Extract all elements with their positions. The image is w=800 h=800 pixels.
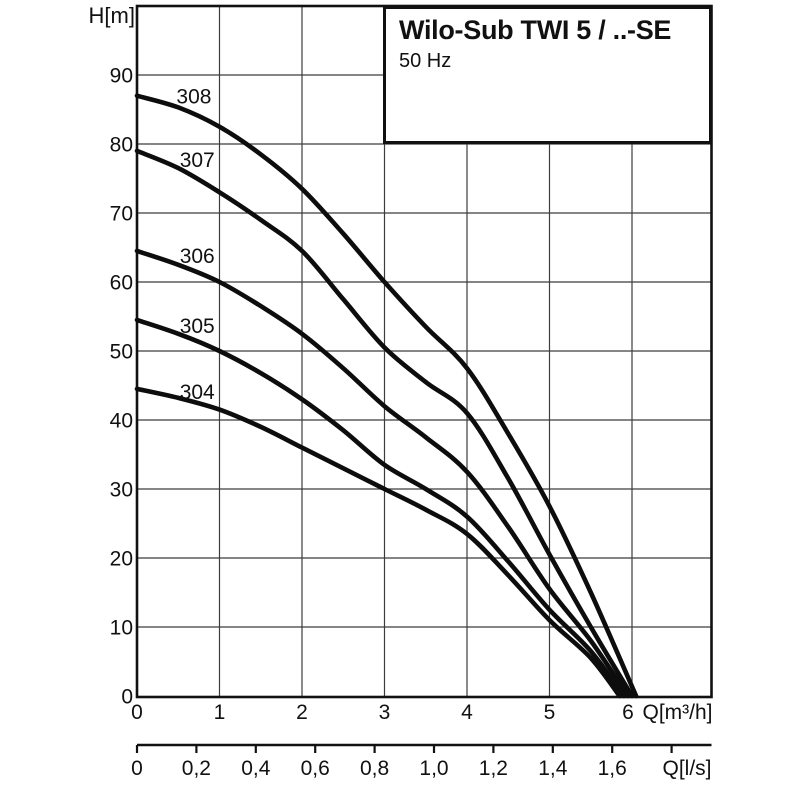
ls-tick-label: 1,4 xyxy=(538,757,568,780)
curve-307 xyxy=(134,148,635,699)
y-tick-label: 10 xyxy=(110,617,133,640)
ls-tick-label: 0 xyxy=(131,757,143,780)
curve-label-306: 306 xyxy=(180,245,215,268)
y-tick-label: 20 xyxy=(110,548,133,571)
curve-label-304: 304 xyxy=(180,381,215,404)
y-tick-label: 40 xyxy=(110,410,133,433)
title-box: Wilo-Sub TWI 5 / ..-SE 50 Hz xyxy=(383,6,712,144)
x-tick-label: 2 xyxy=(296,701,308,724)
curve-305 xyxy=(134,317,627,699)
ls-tick-label: 0,2 xyxy=(182,757,211,780)
curve-label-308: 308 xyxy=(176,86,211,109)
secondary-axis-unit-label: Q[l/s] xyxy=(662,757,711,780)
y-tick-label: 90 xyxy=(110,65,133,88)
y-tick-label: 50 xyxy=(110,341,133,364)
ls-tick-label: 1,2 xyxy=(479,757,508,780)
x-tick-label: 4 xyxy=(461,701,473,724)
ls-tick-label: 0,4 xyxy=(241,757,271,780)
x-tick-label: 3 xyxy=(379,701,391,724)
chart-subtitle: 50 Hz xyxy=(399,50,452,72)
y-tick-label: 0 xyxy=(121,686,133,709)
curve-304 xyxy=(134,386,622,699)
curve-306 xyxy=(134,248,631,699)
x-tick-label: 6 xyxy=(622,701,634,724)
y-tick-label: 60 xyxy=(110,272,133,295)
ls-tick-label: 0,8 xyxy=(360,757,389,780)
y-tick-label: 30 xyxy=(110,479,133,502)
curve-label-307: 307 xyxy=(180,149,215,172)
x-axis-unit-label: Q[m³/h] xyxy=(642,701,712,724)
curve-308 xyxy=(134,93,639,699)
chart-title: Wilo-Sub TWI 5 / ..-SE xyxy=(399,15,672,45)
curve-label-305: 305 xyxy=(180,315,215,338)
ls-tick-label: 1,6 xyxy=(598,757,627,780)
y-tick-label: 80 xyxy=(110,134,133,157)
y-axis-title: H[m] xyxy=(88,3,135,28)
y-tick-label: 70 xyxy=(110,203,133,226)
ls-tick-label: 0,6 xyxy=(301,757,330,780)
x-tick-label: 1 xyxy=(214,701,226,724)
x-tick-label: 0 xyxy=(131,701,143,724)
ls-tick-label: 1,0 xyxy=(419,757,448,780)
x-tick-label: 5 xyxy=(544,701,556,724)
